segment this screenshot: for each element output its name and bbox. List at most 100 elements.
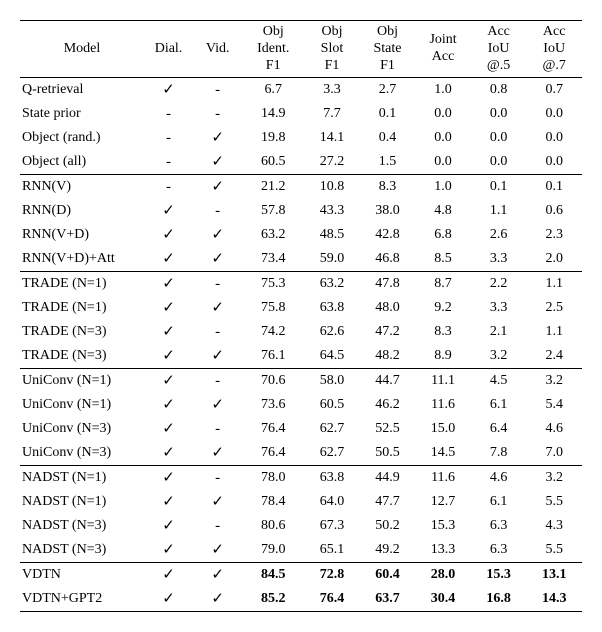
value-cell: 6.3 [471,514,527,538]
value-cell: 58.0 [304,369,360,394]
value-cell: 47.7 [360,490,416,514]
value-cell: 4.5 [471,369,527,394]
value-cell: 57.8 [242,199,304,223]
value-cell: 46.8 [360,247,416,272]
value-cell: 76.4 [242,417,304,441]
dial-cell: ✓ [144,514,193,538]
dial-cell: - [144,175,193,200]
value-cell: 15.0 [415,417,471,441]
value-cell: 14.3 [526,587,582,612]
vid-cell: - [193,320,242,344]
value-cell: 6.1 [471,393,527,417]
dial-cell: ✓ [144,247,193,272]
dial-cell: ✓ [144,393,193,417]
value-cell: 12.7 [415,490,471,514]
value-cell: 0.0 [471,102,527,126]
value-cell: 80.6 [242,514,304,538]
model-name: Object (all) [20,150,144,175]
value-cell: 11.6 [415,393,471,417]
dial-cell: ✓ [144,272,193,297]
value-cell: 46.2 [360,393,416,417]
model-name: NADST (N=3) [20,514,144,538]
value-cell: 3.3 [471,296,527,320]
col-header: Dial. [144,21,193,78]
dial-cell: ✓ [144,320,193,344]
value-cell: 1.5 [360,150,416,175]
value-cell: 78.4 [242,490,304,514]
value-cell: 0.0 [415,126,471,150]
vid-cell: ✓ [193,223,242,247]
model-name: NADST (N=3) [20,538,144,563]
value-cell: 0.8 [471,78,527,103]
dial-cell: ✓ [144,563,193,588]
value-cell: 8.5 [415,247,471,272]
value-cell: 8.3 [415,320,471,344]
value-cell: 1.1 [526,320,582,344]
vid-cell: ✓ [193,490,242,514]
model-name: RNN(V) [20,175,144,200]
vid-cell: - [193,272,242,297]
value-cell: 47.2 [360,320,416,344]
value-cell: 13.3 [415,538,471,563]
col-header: JointAcc [415,21,471,78]
value-cell: 7.8 [471,441,527,466]
value-cell: 14.5 [415,441,471,466]
value-cell: 14.1 [304,126,360,150]
model-name: UniConv (N=3) [20,417,144,441]
value-cell: 28.0 [415,563,471,588]
dial-cell: ✓ [144,78,193,103]
value-cell: 0.4 [360,126,416,150]
value-cell: 0.1 [526,175,582,200]
value-cell: 63.8 [304,296,360,320]
model-name: VDTN+GPT2 [20,587,144,612]
results-table: ModelDial.Vid.ObjIdent.F1ObjSlotF1ObjSta… [20,20,582,612]
value-cell: 65.1 [304,538,360,563]
value-cell: 1.1 [471,199,527,223]
value-cell: 60.4 [360,563,416,588]
dial-cell: ✓ [144,490,193,514]
value-cell: 50.2 [360,514,416,538]
value-cell: 3.2 [471,344,527,369]
value-cell: 1.1 [526,272,582,297]
value-cell: 48.5 [304,223,360,247]
value-cell: 15.3 [471,563,527,588]
model-name: NADST (N=1) [20,466,144,491]
value-cell: 6.1 [471,490,527,514]
vid-cell: ✓ [193,296,242,320]
value-cell: 0.0 [526,126,582,150]
value-cell: 50.5 [360,441,416,466]
col-header: AccIoU@.5 [471,21,527,78]
value-cell: 59.0 [304,247,360,272]
value-cell: 0.6 [526,199,582,223]
value-cell: 84.5 [242,563,304,588]
value-cell: 9.2 [415,296,471,320]
model-name: TRADE (N=3) [20,320,144,344]
dial-cell: ✓ [144,466,193,491]
value-cell: 15.3 [415,514,471,538]
vid-cell: - [193,369,242,394]
value-cell: 0.1 [471,175,527,200]
value-cell: 2.6 [471,223,527,247]
value-cell: 2.4 [526,344,582,369]
value-cell: 8.9 [415,344,471,369]
value-cell: 2.0 [526,247,582,272]
value-cell: 60.5 [304,393,360,417]
dial-cell: ✓ [144,417,193,441]
value-cell: 2.5 [526,296,582,320]
model-name: TRADE (N=1) [20,272,144,297]
value-cell: 0.0 [415,102,471,126]
value-cell: 1.0 [415,175,471,200]
dial-cell: - [144,126,193,150]
model-name: UniConv (N=3) [20,441,144,466]
dial-cell: ✓ [144,587,193,612]
model-name: TRADE (N=1) [20,296,144,320]
vid-cell: - [193,102,242,126]
dial-cell: ✓ [144,199,193,223]
value-cell: 63.2 [242,223,304,247]
value-cell: 11.1 [415,369,471,394]
value-cell: 75.8 [242,296,304,320]
dial-cell: ✓ [144,223,193,247]
value-cell: 3.2 [526,466,582,491]
vid-cell: ✓ [193,587,242,612]
value-cell: 62.6 [304,320,360,344]
